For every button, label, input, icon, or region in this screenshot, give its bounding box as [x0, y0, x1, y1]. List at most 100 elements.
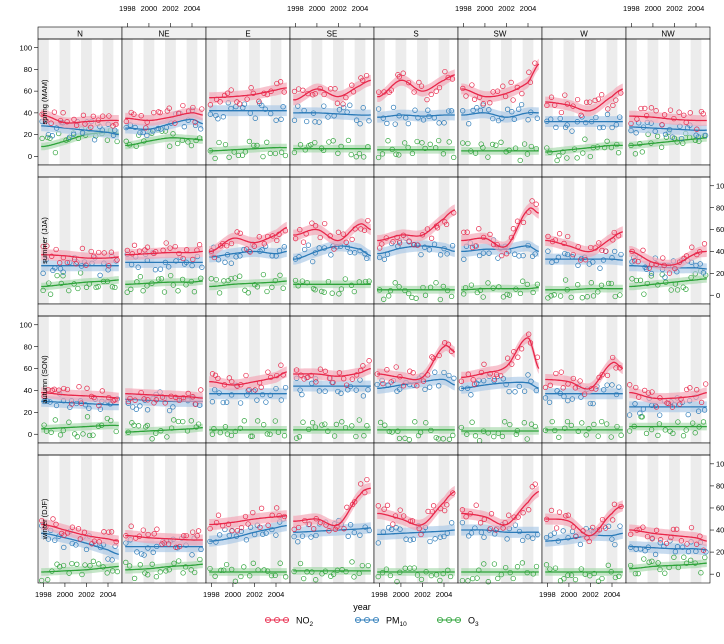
x-tick-label: 2000	[57, 590, 74, 599]
no2-point	[297, 227, 303, 233]
strip-label: SE	[327, 30, 338, 39]
o3-point	[313, 577, 319, 583]
row-label: summer (JJA)	[40, 217, 49, 264]
no2-point	[330, 379, 336, 386]
o3-point	[668, 287, 674, 293]
year-stripe	[122, 316, 133, 443]
o3-point	[500, 294, 507, 300]
no2-point	[331, 246, 337, 252]
o3-point	[292, 277, 299, 284]
o3-point	[112, 284, 118, 291]
o3-point	[582, 136, 588, 142]
no2-point	[461, 229, 467, 235]
no2-point	[553, 370, 559, 377]
panel-n-row0: N	[37, 26, 123, 166]
year-stripe	[647, 316, 659, 443]
pm10-point	[695, 408, 702, 414]
o3-point	[57, 432, 64, 438]
o3-point	[460, 140, 466, 146]
o3-point	[643, 430, 650, 437]
o3-point	[485, 154, 491, 160]
o3-point	[57, 564, 63, 570]
panel-s-row0: S	[373, 26, 459, 166]
no2-point	[183, 532, 189, 539]
o3-point	[260, 271, 267, 278]
no2-point	[224, 90, 231, 96]
no2-point	[586, 538, 592, 545]
no2-point	[565, 233, 571, 240]
no2-point	[88, 248, 94, 255]
no2-point	[460, 85, 466, 92]
no2-point	[556, 231, 563, 237]
year-stripe	[122, 39, 133, 165]
no2-point	[335, 229, 342, 235]
x-tick-label: 2000	[393, 590, 410, 599]
o3-point	[554, 157, 560, 164]
o3-point	[503, 149, 509, 155]
no2-point	[229, 378, 235, 385]
strip	[205, 164, 291, 178]
y-tick-label: 40	[716, 247, 724, 256]
no2-point	[700, 547, 707, 553]
no2-point	[344, 504, 350, 510]
o3-point	[238, 573, 244, 580]
pm10-point	[365, 387, 371, 393]
no2-point	[678, 396, 684, 402]
no2-point	[250, 509, 256, 516]
x-axis-title: year	[353, 602, 371, 612]
x-tick-label: 1998	[119, 4, 136, 13]
o3-point	[480, 145, 486, 151]
pm10-point	[616, 384, 622, 390]
no2-point	[143, 125, 149, 131]
pm10-point	[525, 534, 531, 540]
year-stripe	[647, 177, 659, 304]
no2-point	[125, 398, 131, 405]
no2-point	[366, 358, 372, 364]
x-tick-label: 2004	[184, 4, 201, 13]
no2-point	[388, 379, 394, 385]
no2-point	[217, 99, 223, 105]
pm10-point	[629, 259, 635, 265]
pm10-point	[613, 391, 620, 398]
strip-label: W	[580, 30, 588, 39]
o3-point	[414, 572, 421, 578]
o3-trend-line	[209, 146, 287, 152]
pm10-point	[516, 383, 522, 390]
no2-point	[488, 511, 495, 517]
year-stripe	[122, 177, 133, 304]
o3-point	[197, 556, 203, 563]
pm10-point	[451, 375, 457, 381]
year-stripe	[102, 316, 114, 443]
no2-point	[613, 365, 619, 371]
no2-point	[526, 507, 532, 513]
o3-point	[491, 433, 497, 440]
no2-point	[500, 83, 506, 89]
x-tick-label: 2000	[477, 4, 494, 13]
no2-point	[261, 241, 267, 247]
no2-point	[144, 244, 151, 250]
o3-point	[90, 432, 96, 438]
no2-point	[256, 234, 262, 240]
o3-point	[300, 419, 306, 425]
y-tick-label: 100	[716, 459, 724, 468]
pm10-point	[466, 533, 472, 539]
no2-point	[700, 111, 706, 117]
o3-trend-line	[545, 287, 623, 291]
pm10-point	[144, 407, 151, 413]
o3-point	[395, 428, 401, 434]
o3-point	[46, 280, 52, 286]
o3-point	[396, 152, 402, 158]
x-tick-label: 2002	[162, 4, 179, 13]
pm10-point	[397, 526, 403, 532]
pm10-point	[316, 388, 323, 394]
no2-point	[265, 522, 271, 528]
no2-point	[101, 250, 107, 256]
no2-point	[487, 100, 493, 106]
pm10-point	[468, 530, 475, 536]
no2-point	[234, 229, 240, 235]
o3-point	[586, 426, 592, 432]
no2-point	[153, 397, 159, 403]
o3-point	[353, 433, 359, 440]
pm10-point	[549, 259, 555, 265]
pm10-point	[112, 127, 118, 133]
